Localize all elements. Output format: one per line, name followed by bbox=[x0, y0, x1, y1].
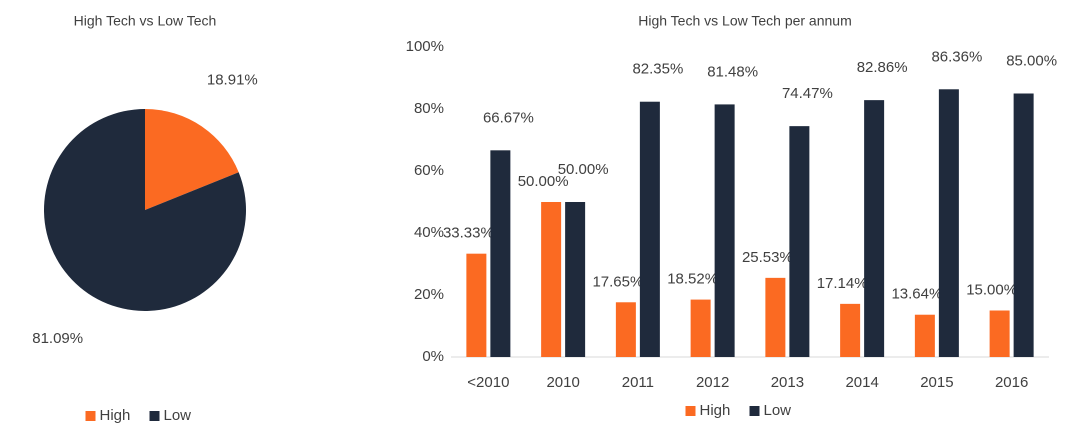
y-tick-label: 0% bbox=[422, 348, 444, 365]
x-tick-label: 2012 bbox=[696, 374, 729, 391]
legend-label: Low bbox=[764, 402, 792, 419]
bar bbox=[541, 202, 562, 357]
bar-value-label: 33.33% bbox=[443, 225, 494, 242]
x-tick-label: 2014 bbox=[845, 374, 878, 391]
bar bbox=[714, 104, 735, 357]
y-tick-label: 80% bbox=[414, 100, 444, 117]
bar-title: High Tech vs Low Tech per annum bbox=[638, 13, 852, 29]
pie-title: High Tech vs Low Tech bbox=[74, 13, 217, 29]
bar-value-label: 86.36% bbox=[931, 48, 982, 65]
bar-value-label: 13.64% bbox=[891, 286, 942, 303]
x-tick-label: 2010 bbox=[546, 374, 579, 391]
x-tick-label: 2015 bbox=[920, 374, 953, 391]
bar-value-label: 25.53% bbox=[742, 249, 793, 266]
pie-slice bbox=[43, 109, 246, 311]
pie-slice bbox=[145, 109, 239, 210]
bar-value-label: 82.35% bbox=[632, 61, 683, 78]
legend-label: High bbox=[100, 407, 131, 424]
y-tick-label: 40% bbox=[414, 224, 444, 241]
x-tick-label: <2010 bbox=[467, 374, 509, 391]
bar bbox=[466, 253, 487, 357]
bar-value-label: 15.00% bbox=[966, 281, 1017, 298]
bar bbox=[490, 150, 511, 357]
bar bbox=[789, 126, 810, 357]
bar bbox=[914, 314, 935, 357]
x-tick-label: 2016 bbox=[995, 374, 1028, 391]
bar bbox=[864, 100, 885, 357]
y-tick-label: 20% bbox=[414, 286, 444, 303]
bar-value-label: 74.47% bbox=[782, 85, 833, 102]
bar-value-label: 82.86% bbox=[857, 59, 908, 76]
bar-value-label: 18.52% bbox=[667, 271, 718, 288]
x-tick-label: 2011 bbox=[622, 374, 654, 391]
bar-value-label: 85.00% bbox=[1006, 52, 1057, 69]
legend-swatch bbox=[85, 411, 96, 421]
pie-label: 81.09% bbox=[32, 330, 83, 347]
legend-label: High bbox=[700, 402, 731, 419]
legend-label: Low bbox=[164, 407, 192, 424]
bar-value-label: 17.65% bbox=[592, 273, 643, 290]
bar-value-label: 50.00% bbox=[518, 173, 569, 190]
bar-value-label: 50.00% bbox=[558, 161, 609, 178]
pie-label: 18.91% bbox=[207, 72, 258, 89]
bar bbox=[690, 299, 711, 357]
bar bbox=[765, 277, 786, 357]
bar-value-label: 66.67% bbox=[483, 109, 534, 126]
x-tick-label: 2013 bbox=[771, 374, 804, 391]
bar-value-label: 81.48% bbox=[707, 63, 758, 80]
bar bbox=[639, 101, 660, 357]
y-tick-label: 60% bbox=[414, 162, 444, 179]
bar bbox=[938, 89, 959, 357]
bar bbox=[615, 302, 636, 357]
bar bbox=[565, 202, 586, 357]
legend-swatch bbox=[749, 406, 760, 416]
legend-swatch bbox=[149, 411, 160, 421]
legend-swatch bbox=[685, 406, 696, 416]
bar-value-label: 17.14% bbox=[817, 275, 868, 292]
bar bbox=[989, 310, 1010, 357]
bar bbox=[1013, 93, 1034, 357]
y-tick-label: 100% bbox=[406, 38, 444, 55]
bar bbox=[840, 303, 861, 357]
